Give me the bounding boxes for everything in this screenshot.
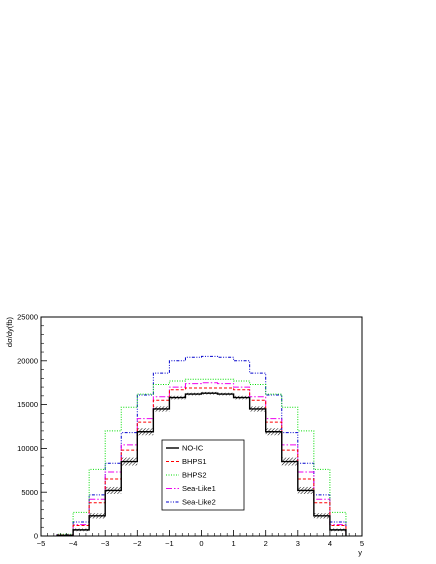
x-tick-label: 3	[296, 539, 300, 548]
legend-label: NO-IC	[182, 444, 204, 453]
legend-label: Sea-Like2	[182, 498, 216, 507]
series-line-bhps2	[56, 378, 347, 536]
y-tick-label: 5000	[21, 488, 38, 497]
x-tick-label: −3	[101, 539, 110, 548]
legend-box	[161, 439, 245, 511]
series-layer	[56, 355, 347, 537]
x-tick-label: 0	[199, 539, 203, 548]
x-tick-label: 4	[328, 539, 332, 548]
legend-label: BHPS1	[182, 457, 207, 466]
legend-label: BHPS2	[182, 471, 207, 480]
y-axis-title: dσ/dy(fb)	[5, 317, 14, 348]
series-line-sea-like2	[56, 355, 347, 536]
y-tick-label: 25000	[17, 313, 38, 322]
y-tick-label: 10000	[17, 444, 38, 453]
axis-layer: −5 −4 −3 −2 −1 0 1 2 3 4 5 0 5000 10000 15000 20000 2500…	[17, 313, 364, 548]
x-tick-label: 5	[360, 539, 364, 548]
x-tick-label: −1	[165, 539, 174, 548]
x-tick-label: 1	[232, 539, 236, 548]
y-tick-label: 15000	[17, 400, 38, 409]
x-tick-label: 2	[264, 539, 268, 548]
x-tick-label: −4	[69, 539, 78, 548]
legend: NO-IC BHPS1 BHPS2 Sea-Like1 Sea-Like2	[161, 439, 245, 511]
y-tick-label: 20000	[17, 356, 38, 365]
x-tick-label: −2	[133, 539, 142, 548]
x-tick-label: −5	[37, 539, 46, 548]
x-axis-title: y	[358, 548, 362, 557]
legend-label: Sea-Like1	[182, 484, 216, 493]
y-tick-label: 0	[34, 532, 38, 541]
series-line-no-ic	[56, 392, 347, 537]
series-line-bhps1	[56, 387, 347, 536]
